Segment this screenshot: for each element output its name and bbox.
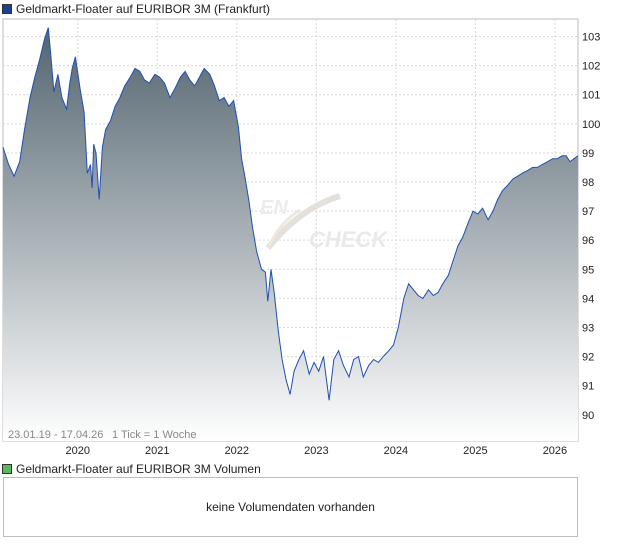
x-tick-label: 2026 xyxy=(543,445,567,457)
y-tick-label: 92 xyxy=(582,352,594,364)
y-tick-label: 99 xyxy=(582,148,594,160)
y-tick-label: 95 xyxy=(582,264,594,276)
x-tick-label: 2020 xyxy=(66,445,90,457)
y-axis: 103 102 101 100 99 98 97 96 95 94 93 92 91 90 xyxy=(582,31,600,421)
svg-text:EN: EN xyxy=(260,197,288,219)
y-tick-label: 96 xyxy=(582,235,594,247)
date-range-label: 23.01.19 - 17.04.26 xyxy=(8,429,103,441)
x-tick-label: 2022 xyxy=(225,445,249,457)
y-tick-label: 103 xyxy=(582,31,600,43)
price-chart-legend: Geldmarkt-Floater auf EURIBOR 3M (Frankf… xyxy=(2,2,270,16)
price-area xyxy=(3,27,578,441)
volume-empty-message: keine Volumendaten vorhanden xyxy=(206,500,375,514)
price-series-swatch xyxy=(2,4,12,14)
watermark: EN CHECK xyxy=(260,193,389,252)
x-tick-label: 2023 xyxy=(304,445,328,457)
y-tick-label: 90 xyxy=(582,410,594,422)
y-tick-label: 91 xyxy=(582,381,594,393)
y-tick-label: 93 xyxy=(582,322,594,334)
x-axis: 2020 2021 2022 2023 2024 2025 2026 xyxy=(66,445,568,457)
y-tick-label: 102 xyxy=(582,61,600,73)
price-chart-title: Geldmarkt-Floater auf EURIBOR 3M (Frankf… xyxy=(16,2,271,16)
volume-chart-legend: Geldmarkt-Floater auf EURIBOR 3M Volumen xyxy=(2,462,261,476)
x-tick-label: 2025 xyxy=(463,445,487,457)
svg-text:CHECK: CHECK xyxy=(309,227,389,252)
y-tick-label: 101 xyxy=(582,90,600,102)
y-tick-label: 98 xyxy=(582,177,594,189)
y-tick-label: 100 xyxy=(582,119,600,131)
volume-chart-panel: keine Volumendaten vorhanden xyxy=(3,477,578,537)
volume-series-swatch xyxy=(2,464,12,474)
tick-interval-label: 1 Tick = 1 Woche xyxy=(112,429,196,441)
y-tick-label: 94 xyxy=(582,293,594,305)
x-tick-label: 2021 xyxy=(145,445,169,457)
price-line xyxy=(2,27,579,401)
volume-chart-title: Geldmarkt-Floater auf EURIBOR 3M Volumen xyxy=(16,462,261,476)
y-tick-label: 97 xyxy=(582,206,594,218)
x-tick-label: 2024 xyxy=(384,445,408,457)
